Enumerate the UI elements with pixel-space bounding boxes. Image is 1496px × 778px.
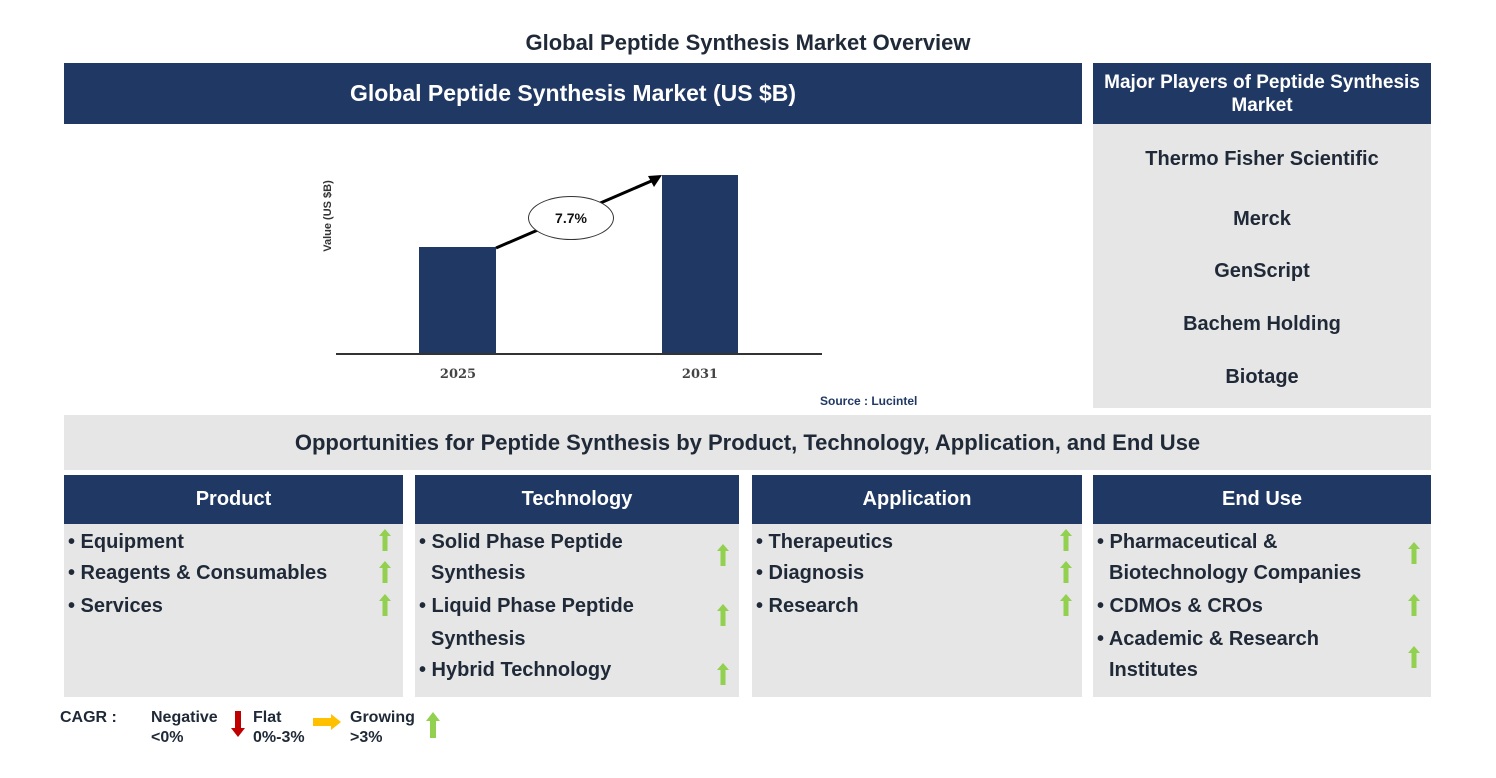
- player-item: Merck: [1233, 208, 1291, 230]
- legend-label: CAGR :: [60, 709, 117, 726]
- down-arrow-icon: [231, 711, 245, 737]
- legend-flat-range: 0%-3%: [253, 729, 305, 746]
- up-arrow-icon: [1408, 542, 1420, 564]
- segment-title: Product: [64, 475, 403, 524]
- x-tick-2025: 2025: [439, 367, 477, 382]
- x-tick-2031: 2031: [681, 367, 719, 382]
- segment-item-cont: Institutes: [1109, 659, 1198, 681]
- segment-item: • Hybrid Technology: [419, 659, 612, 681]
- segment-title: End Use: [1093, 475, 1431, 524]
- right-arrow-icon: [313, 714, 341, 730]
- up-arrow-icon: [1408, 646, 1420, 668]
- up-arrow-icon: [379, 561, 391, 583]
- legend-growing-range: >3%: [350, 729, 383, 746]
- up-arrow-icon: [717, 544, 729, 566]
- up-arrow-icon: [1060, 594, 1072, 616]
- segment-item: • Services: [68, 595, 163, 617]
- segment-item: • Solid Phase Peptide: [419, 531, 623, 553]
- segment-item: • Diagnosis: [756, 562, 865, 584]
- segment-item: • Reagents & Consumables: [68, 562, 328, 584]
- segment-item: • Liquid Phase Peptide: [419, 595, 634, 617]
- bar-2031: [662, 175, 738, 354]
- segment-item: • Research: [756, 595, 859, 617]
- segment-application: Application • Therapeutics • Diagnosis •…: [752, 475, 1082, 697]
- opportunities-header: Opportunities for Peptide Synthesis by P…: [64, 415, 1431, 470]
- legend-negative: Negative <0%: [151, 708, 218, 748]
- segment-item-cont: Synthesis: [431, 562, 526, 584]
- segment-item: • Equipment: [68, 531, 184, 553]
- up-arrow-icon: [717, 663, 729, 685]
- legend-growing-name: Growing: [350, 709, 415, 726]
- bar-2025: [419, 247, 496, 354]
- x-axis-line: [336, 353, 822, 355]
- up-arrow-icon: [379, 594, 391, 616]
- up-arrow-icon: [1408, 594, 1420, 616]
- segment-item: • Academic & Research: [1097, 628, 1319, 650]
- segment-body: • Pharmaceutical & Biotechnology Compani…: [1093, 524, 1431, 697]
- source-note: Source : Lucintel: [820, 394, 918, 408]
- up-arrow-icon: [379, 529, 391, 551]
- y-axis-label: Value (US $B): [322, 180, 334, 252]
- segment-product: Product • Equipment • Reagents & Consuma…: [64, 475, 403, 697]
- legend-growing: Growing >3%: [350, 708, 415, 748]
- player-item: Bachem Holding: [1183, 313, 1341, 335]
- segment-title: Application: [752, 475, 1082, 524]
- segment-item-cont: Synthesis: [431, 628, 526, 650]
- up-arrow-icon: [717, 604, 729, 626]
- player-item: GenScript: [1214, 260, 1310, 282]
- legend-negative-name: Negative: [151, 709, 218, 726]
- segment-body: • Solid Phase Peptide Synthesis • Liquid…: [415, 524, 739, 697]
- up-arrow-icon: [1060, 529, 1072, 551]
- segment-body: • Therapeutics • Diagnosis • Research: [752, 524, 1082, 697]
- segment-end-use: End Use • Pharmaceutical & Biotechnology…: [1093, 475, 1431, 697]
- segment-title: Technology: [415, 475, 739, 524]
- legend-negative-range: <0%: [151, 729, 184, 746]
- players-list: Thermo Fisher Scientific Merck GenScript…: [1093, 124, 1431, 408]
- page-title: Global Peptide Synthesis Market Overview: [525, 30, 971, 55]
- player-item: Thermo Fisher Scientific: [1145, 148, 1379, 170]
- segment-item: • Therapeutics: [756, 531, 894, 553]
- segment-item: • Pharmaceutical &: [1097, 531, 1278, 553]
- segment-technology: Technology • Solid Phase Peptide Synthes…: [415, 475, 739, 697]
- cagr-label: 7.7%: [528, 196, 614, 240]
- up-arrow-icon: [1060, 561, 1072, 583]
- segment-item: • CDMOs & CROs: [1097, 595, 1263, 617]
- player-item: Biotage: [1225, 366, 1299, 388]
- chart-header: Global Peptide Synthesis Market (US $B): [64, 63, 1082, 124]
- segment-item-cont: Biotechnology Companies: [1109, 562, 1362, 584]
- segment-body: • Equipment • Reagents & Consumables • S…: [64, 524, 403, 697]
- legend-flat: Flat 0%-3%: [253, 708, 305, 748]
- up-arrow-icon: [426, 712, 440, 738]
- players-header: Major Players of Peptide Synthesis Marke…: [1093, 63, 1431, 124]
- legend-flat-name: Flat: [253, 709, 282, 726]
